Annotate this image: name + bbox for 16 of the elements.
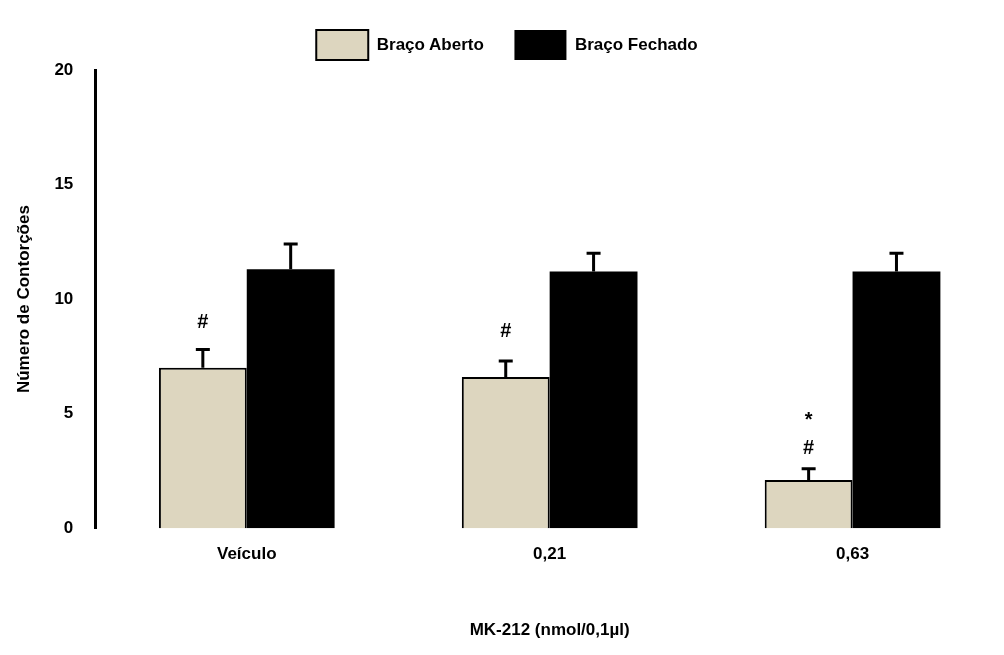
legend-label: Braço Fechado xyxy=(574,34,698,54)
y-tick-label: 15 xyxy=(54,174,74,194)
y-axis-title: Número de Contorções xyxy=(13,205,33,394)
x-tick-label: 0,21 xyxy=(533,544,567,564)
y-tick-label: 10 xyxy=(54,288,74,308)
annotation: # xyxy=(197,309,209,332)
y-tick-label: 5 xyxy=(63,403,74,423)
legend-label: Braço Aberto xyxy=(376,34,484,54)
annotation: * xyxy=(804,408,813,431)
annotation: # xyxy=(500,318,512,341)
x-axis-title: MK-212 (nmol/0,1µl) xyxy=(469,620,630,640)
x-tick-label: 0,63 xyxy=(836,544,870,564)
y-tick-label: 20 xyxy=(54,59,74,79)
annotation: # xyxy=(803,435,815,458)
y-tick-label: 0 xyxy=(63,517,74,537)
x-tick-label: Veículo xyxy=(216,544,277,564)
